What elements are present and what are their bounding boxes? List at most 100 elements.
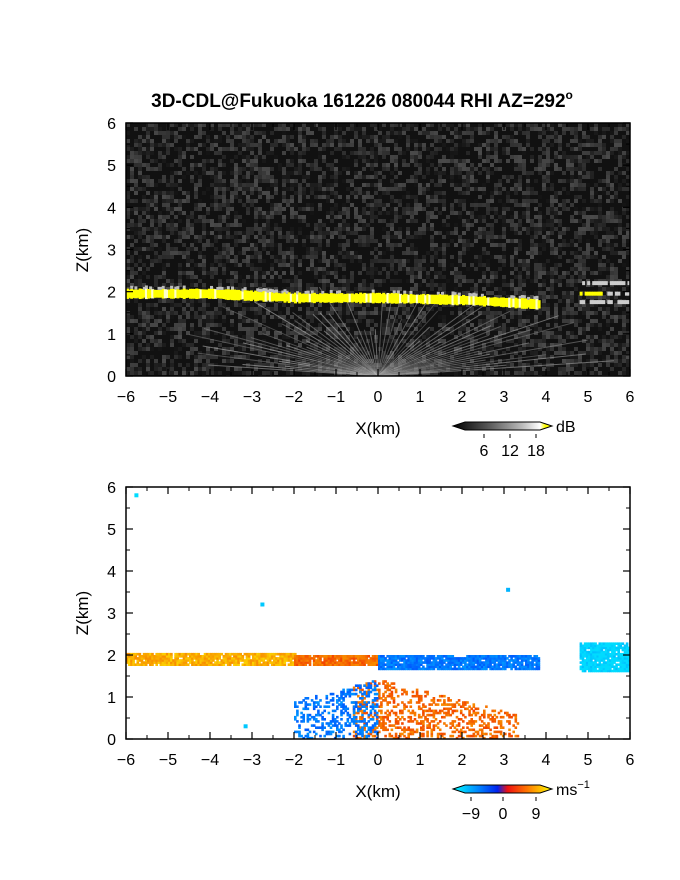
reflectivity-noise-cell: [406, 259, 410, 263]
reflectivity-noise-cell: [618, 359, 622, 363]
reflectivity-noise-cell: [174, 207, 178, 211]
reflectivity-noise-cell: [502, 219, 506, 223]
reflectivity-noise-cell: [626, 331, 630, 335]
reflectivity-cloud-layer-cell: [537, 300, 541, 309]
reflectivity-noise-cell: [298, 215, 302, 219]
reflectivity-noise-cell: [246, 175, 250, 179]
reflectivity-noise-cell: [322, 259, 326, 263]
reflectivity-noise-cell: [334, 159, 338, 163]
reflectivity-noise-cell: [402, 307, 406, 311]
reflectivity-isolated-cloud-cell: [617, 281, 621, 286]
reflectivity-noise-cell: [446, 159, 450, 163]
reflectivity-noise-cell: [526, 363, 530, 367]
reflectivity-fan-beam: [377, 339, 588, 376]
reflectivity-noise-cell: [454, 267, 458, 271]
reflectivity-noise-cell: [238, 143, 242, 147]
reflectivity-noise-cell: [186, 351, 190, 355]
reflectivity-noise-cell: [546, 143, 550, 147]
reflectivity-noise-cell: [626, 339, 630, 343]
reflectivity-noise-cell: [226, 135, 230, 139]
reflectivity-noise-cell: [258, 227, 262, 231]
reflectivity-noise-cell: [538, 355, 542, 359]
reflectivity-noise-cell: [322, 159, 326, 163]
reflectivity-noise-cell: [622, 179, 626, 183]
reflectivity-noise-cell: [346, 155, 350, 159]
reflectivity-noise-cell: [262, 223, 266, 227]
reflectivity-noise-cell: [538, 339, 542, 343]
reflectivity-noise-cell: [614, 131, 618, 135]
reflectivity-noise-cell: [194, 359, 198, 363]
reflectivity-noise-cell: [538, 219, 542, 223]
reflectivity-noise-cell: [614, 127, 618, 131]
reflectivity-noise-cell: [146, 215, 150, 219]
reflectivity-noise-cell: [150, 127, 154, 131]
reflectivity-colorbar-unit: dB: [556, 419, 576, 436]
reflectivity-noise-cell: [618, 315, 622, 319]
reflectivity-noise-cell: [362, 303, 366, 307]
reflectivity-noise-cell: [502, 275, 506, 279]
reflectivity-noise-cell: [126, 263, 130, 267]
reflectivity-noise-cell: [426, 199, 430, 203]
reflectivity-noise-cell: [198, 127, 202, 131]
reflectivity-noise-cell: [138, 151, 142, 155]
reflectivity-cloud-edge-cell: [226, 286, 230, 290]
reflectivity-noise-cell: [594, 311, 598, 315]
reflectivity-noise-cell: [222, 263, 226, 267]
reflectivity-noise-cell: [518, 231, 522, 235]
reflectivity-noise-cell: [370, 123, 374, 127]
reflectivity-noise-cell: [550, 295, 554, 299]
reflectivity-noise-cell: [474, 147, 478, 151]
reflectivity-noise-cell: [414, 255, 418, 259]
reflectivity-noise-cell: [342, 247, 346, 251]
reflectivity-cloud-layer-cell: [315, 294, 318, 302]
reflectivity-noise-cell: [322, 287, 326, 291]
reflectivity-noise-cell: [558, 339, 562, 343]
reflectivity-cloud-layer-cell: [268, 291, 272, 302]
reflectivity-noise-cell: [258, 123, 262, 127]
reflectivity-noise-cell: [486, 279, 490, 283]
reflectivity-noise-cell: [514, 199, 518, 203]
reflectivity-noise-cell: [318, 251, 322, 255]
reflectivity-noise-cell: [450, 331, 454, 335]
reflectivity-noise-cell: [402, 215, 406, 219]
reflectivity-noise-cell: [134, 183, 138, 187]
reflectivity-cloud-edge-cell: [321, 290, 325, 294]
reflectivity-noise-cell: [158, 163, 162, 167]
reflectivity-noise-cell: [406, 251, 410, 255]
reflectivity-noise-cell: [490, 223, 494, 227]
reflectivity-noise-cell: [386, 243, 390, 247]
reflectivity-noise-cell: [146, 211, 150, 215]
reflectivity-noise-cell: [414, 247, 418, 251]
reflectivity-noise-cell: [246, 335, 250, 339]
reflectivity-noise-cell: [434, 135, 438, 139]
reflectivity-noise-cell: [338, 135, 342, 139]
reflectivity-noise-cell: [606, 363, 610, 367]
reflectivity-noise-cell: [318, 247, 322, 251]
reflectivity-noise-cell: [190, 315, 194, 319]
reflectivity-noise-cell: [170, 311, 174, 315]
reflectivity-cloud-layer-cell: [283, 292, 287, 303]
reflectivity-noise-cell: [178, 279, 182, 283]
reflectivity-noise-cell: [234, 167, 238, 171]
reflectivity-noise-cell: [398, 203, 402, 207]
reflectivity-noise-cell: [254, 255, 258, 259]
reflectivity-noise-cell: [194, 355, 198, 359]
reflectivity-noise-cell: [150, 147, 154, 151]
reflectivity-noise-cell: [606, 127, 610, 131]
reflectivity-noise-cell: [282, 187, 286, 191]
reflectivity-noise-cell: [394, 311, 398, 315]
reflectivity-noise-cell: [322, 235, 326, 239]
reflectivity-noise-cell: [162, 251, 166, 255]
reflectivity-noise-cell: [258, 131, 262, 135]
reflectivity-noise-cell: [190, 147, 194, 151]
reflectivity-noise-cell: [274, 187, 278, 191]
reflectivity-noise-cell: [222, 199, 226, 203]
reflectivity-noise-cell: [358, 311, 362, 315]
reflectivity-noise-cell: [598, 179, 602, 183]
reflectivity-noise-cell: [202, 143, 206, 147]
reflectivity-noise-cell: [218, 139, 222, 143]
reflectivity-noise-cell: [374, 279, 378, 283]
reflectivity-noise-cell: [190, 243, 194, 247]
reflectivity-fan-beam: [377, 318, 403, 376]
reflectivity-noise-cell: [306, 247, 310, 251]
